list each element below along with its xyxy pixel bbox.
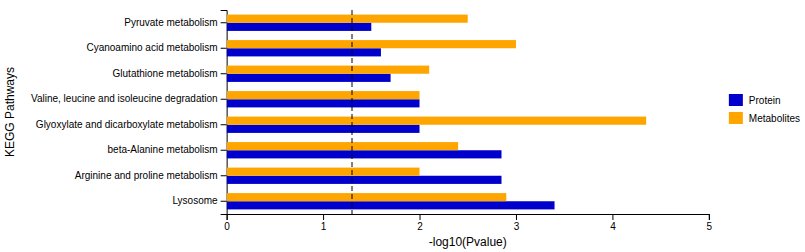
y-tick-mark: [221, 150, 227, 151]
y-tick-mark: [221, 201, 227, 202]
x-tick: 3: [514, 214, 520, 232]
x-tick: 4: [610, 214, 616, 232]
bar: [227, 201, 555, 209]
y-axis-title: KEGG Pathways: [3, 67, 17, 157]
x-tick-label: 0: [224, 221, 230, 232]
x-axis-line: [227, 215, 709, 221]
legend: Protein Metabolites: [729, 94, 800, 124]
plot: 0 1 2 3 4 5 Lysosome Arginine and proline metab…: [3, 10, 800, 249]
bar: [227, 66, 430, 74]
y-tick-label: Lysosome: [172, 195, 218, 206]
x-tick-label: 1: [321, 221, 327, 232]
bar: [227, 193, 507, 201]
x-axis-title: -log10(Pvalue): [429, 235, 507, 249]
y-tick-mark: [221, 99, 227, 100]
y-tick-label: Glyoxylate and dicarboxylate metabolism: [36, 119, 218, 130]
bar: [227, 142, 458, 150]
legend-item: Metabolites: [729, 112, 800, 124]
x-tick-mark: [420, 214, 421, 220]
bar: [227, 15, 468, 23]
y-tick: beta-Alanine metabolism: [108, 144, 227, 155]
y-tick: Glutathione metabolism: [113, 68, 227, 79]
y-tick-mark: [221, 73, 227, 74]
x-axis: 0 1 2 3 4 5: [224, 214, 712, 232]
y-tick: Pyruvate metabolism: [124, 17, 226, 28]
bar: [227, 99, 420, 107]
x-tick-mark: [612, 214, 613, 220]
y-tick-mark: [221, 22, 227, 23]
bar: [227, 23, 372, 31]
y-tick-label: Cyanoamino acid metabolism: [86, 42, 217, 53]
series: [227, 23, 555, 210]
y-tick: Valine, leucine and isoleucine degradati…: [31, 93, 227, 104]
y-tick-label: Arginine and proline metabolism: [75, 170, 218, 181]
bar: [227, 150, 502, 158]
y-tick-mark: [221, 48, 227, 49]
threshold-line: [352, 10, 353, 214]
x-tick: 5: [707, 214, 713, 232]
bar: [227, 40, 516, 48]
bar: [227, 117, 647, 125]
x-tick: 2: [417, 214, 423, 232]
x-tick-label: 3: [514, 221, 520, 232]
x-tick-label: 5: [707, 221, 713, 232]
x-tick-mark: [516, 214, 517, 220]
y-tick-mark: [221, 124, 227, 125]
bar: [227, 168, 420, 176]
bar: [227, 48, 381, 56]
bar: [227, 125, 420, 133]
bar: [227, 91, 420, 99]
x-tick-label: 2: [417, 221, 423, 232]
x-tick-mark: [323, 214, 324, 220]
x-tick: 1: [321, 214, 327, 232]
legend-item: Protein: [729, 94, 781, 106]
y-tick-label: Valine, leucine and isoleucine degradati…: [31, 93, 218, 104]
series: [227, 15, 647, 202]
chart: 0 1 2 3 4 5 Lysosome Arginine and proline metab…: [0, 0, 805, 252]
y-tick-mark: [221, 175, 227, 176]
bar: [227, 176, 502, 184]
y-tick-label: Glutathione metabolism: [113, 68, 218, 79]
bars: [227, 10, 647, 214]
y-axis: Lysosome Arginine and proline metabolism b…: [31, 11, 227, 215]
y-axis-line: [221, 11, 228, 215]
y-tick: Cyanoamino acid metabolism: [86, 42, 226, 53]
bar: [227, 74, 391, 82]
y-tick: Arginine and proline metabolism: [75, 170, 227, 181]
y-tick: Glyoxylate and dicarboxylate metabolism: [36, 119, 227, 130]
y-tick-label: beta-Alanine metabolism: [108, 144, 218, 155]
y-tick: Lysosome: [172, 195, 226, 206]
y-tick-label: Pyruvate metabolism: [124, 17, 217, 28]
legend-label: Protein: [749, 95, 781, 106]
x-tick-label: 4: [610, 221, 616, 232]
legend-label: Metabolites: [749, 113, 800, 124]
legend-swatch: [729, 112, 743, 124]
x-tick-mark: [709, 214, 710, 220]
x-tick: 0: [224, 214, 230, 232]
legend-swatch: [729, 94, 743, 106]
